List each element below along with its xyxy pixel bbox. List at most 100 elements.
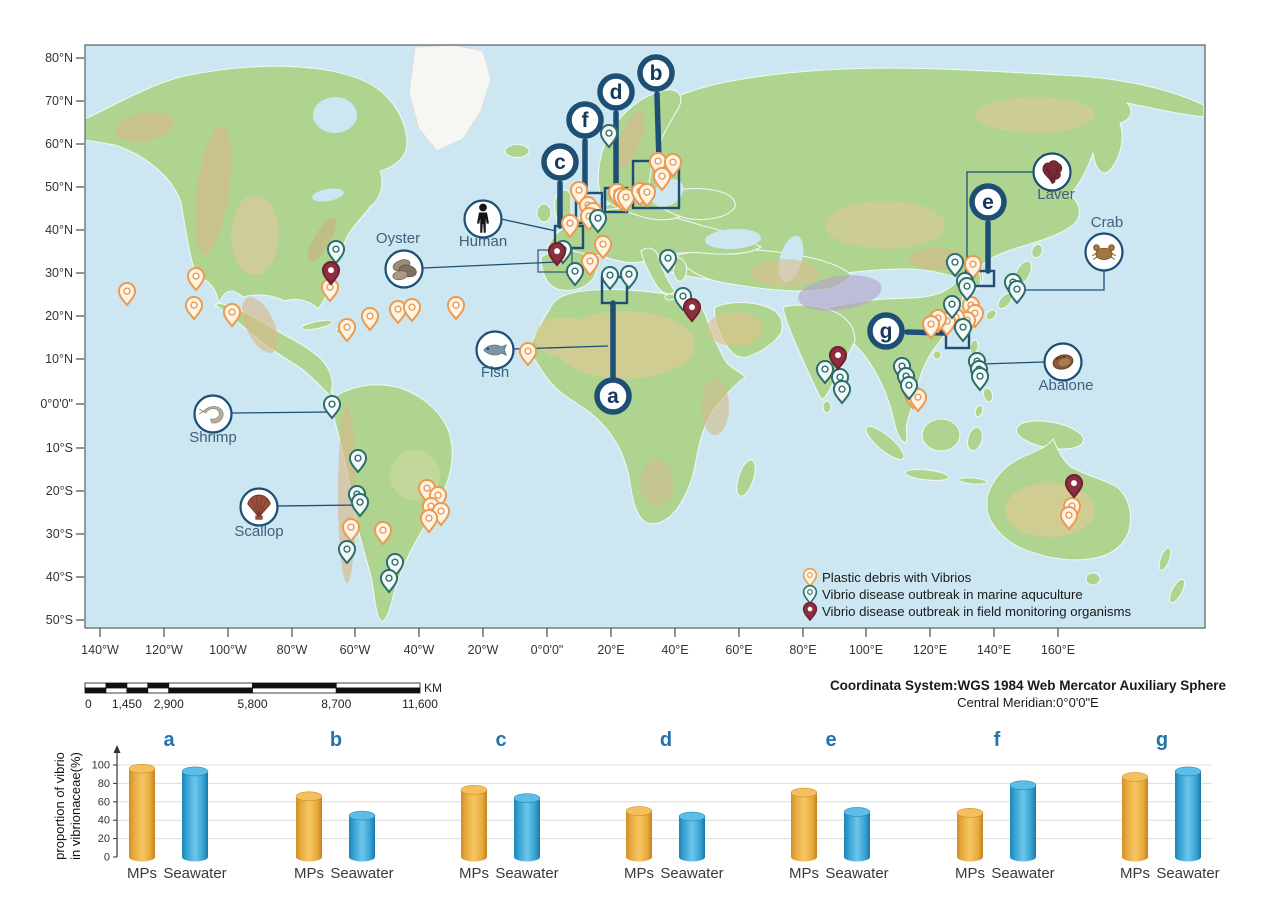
pin-plastic-debris (802, 567, 818, 588)
pin-aquaculture-outbreak (322, 395, 342, 420)
pin-plastic-debris (446, 296, 466, 321)
lon-tick-label: 140°W (81, 643, 119, 657)
pin-aquaculture-outbreak (379, 569, 399, 594)
bar-mps-b (295, 791, 323, 862)
scale-unit: KM (424, 681, 442, 695)
chart-ytick-label: 80 (98, 778, 110, 790)
pin-aquaculture-outbreak (348, 449, 368, 474)
bar-xlabel: Seawater (660, 865, 723, 882)
bar-chart-panel: 0 20 40 60 80 100 proportion of vibrio in vibri… (52, 729, 1220, 882)
laver-callout-line (966, 171, 1033, 270)
scale-label: 5,800 (237, 697, 267, 711)
lon-tick-label: 80°W (277, 643, 308, 657)
greenland (408, 45, 492, 152)
bar-xlabel: MPs (624, 865, 654, 882)
human-callout-line (500, 218, 557, 232)
pin-plastic-debris (637, 183, 657, 208)
lon-tick-label: 100°W (209, 643, 247, 657)
pin-plastic-debris (402, 298, 422, 323)
bar-seawater-g (1174, 766, 1202, 862)
bar-xlabel: Seawater (1156, 865, 1219, 882)
world-map-geography (85, 45, 1205, 628)
chart-group-letter: a (163, 729, 175, 751)
pin-plastic-debris (184, 296, 204, 321)
pin-plastic-debris (963, 255, 983, 280)
bar-mps-d (625, 806, 653, 862)
bar-xlabel: MPs (294, 865, 324, 882)
scale-bar: 0 1,450 2,900 5,800 8,700 11,600 KM (84, 681, 442, 711)
lat-tick-label: 40°N (45, 223, 73, 237)
shrimp-callout-line (231, 411, 333, 414)
lon-tick-label: 60°E (725, 643, 752, 657)
bar-xlabel: MPs (127, 865, 157, 882)
bar-xlabel: Seawater (825, 865, 888, 882)
pin-plastic-debris (663, 153, 683, 178)
scallop-callout-line (277, 504, 359, 507)
lon-tick-label: 120°W (145, 643, 183, 657)
chart-group-letter: f (994, 729, 1001, 751)
pin-plastic-debris (360, 307, 380, 332)
pin-plastic-debris (388, 300, 408, 325)
bar-xlabel: MPs (459, 865, 489, 882)
lat-tick-label: 30°N (45, 266, 73, 280)
region-letter: g (880, 320, 893, 343)
lat-tick-label: 50°S (46, 613, 73, 627)
scale-label: 1,450 (112, 697, 142, 711)
map-frame (84, 44, 1206, 629)
lon-tick-label: 80°E (789, 643, 816, 657)
pin-field-monitoring-outbreak (1064, 474, 1084, 499)
bar-xlabel: MPs (789, 865, 819, 882)
chart-ytick-label: 40 (98, 815, 110, 827)
lat-tick-label: 40°S (46, 570, 73, 584)
pin-aquaculture-outbreak (588, 209, 608, 234)
coordinate-system-note: Coordinata System:WGS 1984 Web Mercator … (830, 678, 1227, 693)
pin-plastic-debris (341, 518, 361, 543)
pin-field-monitoring-outbreak (682, 298, 702, 323)
pin-field-monitoring-outbreak (321, 261, 341, 286)
crab-callout: Crab (1084, 214, 1124, 272)
human-label: Human (459, 233, 507, 250)
bar-seawater-f (1009, 780, 1037, 862)
pin-plastic-debris (1059, 506, 1079, 531)
central-meridian-note: Central Meridian:0°0'0"E (957, 695, 1099, 710)
pin-plastic-debris (580, 252, 600, 277)
pin-aquaculture-outbreak (957, 277, 977, 302)
bar-seawater-a (181, 766, 209, 862)
region-marker-c: c (541, 143, 579, 181)
lon-tick-label: 120°E (913, 643, 947, 657)
chart-ytick-label: 0 (104, 852, 110, 864)
lon-tick-label: 40°W (404, 643, 435, 657)
oyster-callout-line (422, 261, 559, 269)
legend-label: Vibrio disease outbreak in field monitor… (822, 604, 1132, 619)
region-marker-b: b (637, 54, 675, 92)
lat-tick-label: 20°N (45, 309, 73, 323)
pin-aquaculture-outbreak (942, 295, 962, 320)
lon-tick-label: 60°W (340, 643, 371, 657)
lat-tick-label: 60°N (45, 137, 73, 151)
region-letter: c (554, 151, 566, 174)
scallop-callout: Scallop (234, 487, 284, 540)
bar-mps-e (790, 787, 818, 862)
shrimp-callout: Shrimp (189, 394, 237, 446)
scale-label: 8,700 (321, 697, 351, 711)
lon-tick-label: 40°E (661, 643, 688, 657)
lat-tick-label: 20°S (46, 484, 73, 498)
fish-callout: Fish (475, 330, 515, 381)
pin-plastic-debris (373, 521, 393, 546)
pin-plastic-debris (908, 388, 928, 413)
region-letter: a (607, 385, 619, 408)
pin-plastic-debris (652, 167, 672, 192)
pin-aquaculture-outbreak (565, 262, 585, 287)
chart-ytick-label: 60 (98, 796, 110, 808)
pin-field-monitoring-outbreak (828, 346, 848, 371)
bar-xlabel: Seawater (495, 865, 558, 882)
region-marker-e: e (969, 183, 1007, 221)
pin-plastic-debris (186, 267, 206, 292)
chart-ytick-label: 100 (92, 760, 110, 772)
lon-tick-label: 0°0'0" (531, 643, 564, 657)
pin-plastic-debris (222, 303, 242, 328)
region-letter: e (982, 191, 994, 214)
pin-aquaculture-outbreak (802, 584, 818, 605)
pin-plastic-debris (117, 282, 137, 307)
pin-aquaculture-outbreak (970, 367, 990, 392)
